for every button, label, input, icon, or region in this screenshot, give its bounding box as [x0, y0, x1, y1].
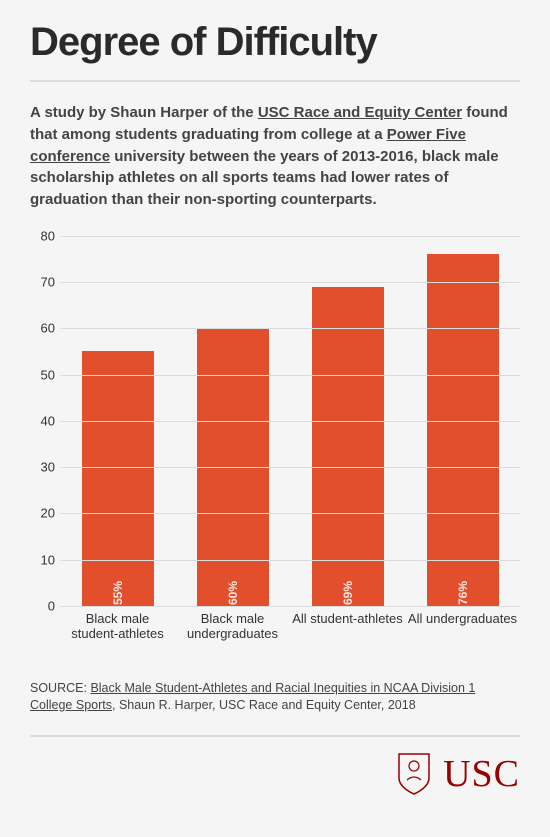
bar: 55%	[82, 351, 154, 605]
bar-chart: 55%60%69%76% 01020304050607080	[30, 236, 520, 606]
gridline	[60, 282, 520, 283]
y-axis-tick-label: 70	[30, 275, 55, 290]
shield-icon	[397, 752, 431, 796]
bar-value-label: 55%	[111, 581, 125, 605]
bar: 69%	[312, 287, 384, 606]
x-axis-category-label: All student-athletes	[290, 612, 405, 642]
footer-divider	[30, 735, 520, 737]
gridline	[60, 467, 520, 468]
y-axis-tick-label: 30	[30, 460, 55, 475]
x-axis-category-label: Black maleundergraduates	[175, 612, 290, 642]
x-axis-category-label: All undergraduates	[405, 612, 520, 642]
y-axis-tick-label: 0	[30, 598, 55, 613]
gridline	[60, 513, 520, 514]
y-axis-tick-label: 80	[30, 228, 55, 243]
bar-value-label: 69%	[341, 581, 355, 605]
gridline	[60, 560, 520, 561]
gridline	[60, 236, 520, 237]
gridline	[60, 606, 520, 607]
gridline	[60, 375, 520, 376]
y-axis-tick-label: 20	[30, 506, 55, 521]
bar-value-label: 76%	[456, 581, 470, 605]
intro-text-lead: A study by Shaun Harper of the	[30, 104, 258, 121]
page-title: Degree of Difficulty	[30, 20, 520, 65]
intro-paragraph: A study by Shaun Harper of the USC Race …	[30, 102, 520, 211]
source-suffix: , Shaun R. Harper, USC Race and Equity C…	[112, 698, 416, 712]
gridline	[60, 421, 520, 422]
title-divider	[30, 80, 520, 82]
gridline	[60, 328, 520, 329]
bar-value-label: 60%	[226, 581, 240, 605]
usc-logo: USC	[397, 752, 520, 796]
y-axis-tick-label: 40	[30, 413, 55, 428]
source-prefix: SOURCE:	[30, 681, 90, 695]
y-axis-tick-label: 60	[30, 321, 55, 336]
y-axis-tick-label: 50	[30, 367, 55, 382]
x-axis-labels: Black malestudent-athletesBlack maleunde…	[60, 612, 520, 642]
intro-link-usc-center[interactable]: USC Race and Equity Center	[258, 104, 462, 121]
bar: 76%	[427, 254, 499, 606]
y-axis-tick-label: 10	[30, 552, 55, 567]
source-citation: SOURCE: Black Male Student-Athletes and …	[30, 680, 520, 715]
usc-wordmark: USC	[443, 752, 520, 796]
x-axis-category-label: Black malestudent-athletes	[60, 612, 175, 642]
